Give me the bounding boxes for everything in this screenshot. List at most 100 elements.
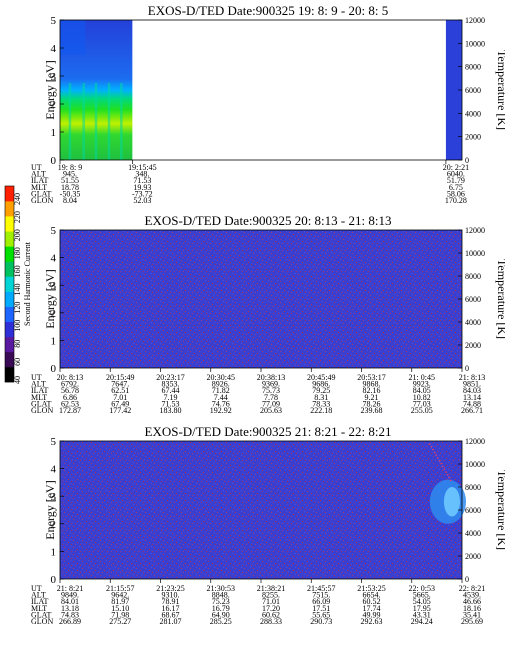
temperature-tick-label: 2000	[465, 341, 481, 350]
panel-3-spectrogram	[60, 441, 467, 579]
orbit-value: 9923.	[413, 380, 431, 389]
orbit-value: 62.51	[111, 386, 129, 395]
colorbar-cell	[5, 276, 14, 292]
orbit-value: 20:23:17	[156, 373, 184, 382]
orbit-value: 7515.	[312, 591, 330, 600]
orbit-value: 285.25	[210, 617, 232, 626]
energy-tick-label: 0	[51, 155, 57, 167]
colorbar-tick-label: 40	[13, 376, 22, 384]
colorbar-tick-label: 200	[13, 229, 22, 241]
orbit-value: 60.62	[262, 610, 280, 619]
colorbar-frame	[4, 185, 15, 383]
trace-point	[438, 460, 441, 462]
orbit-row-label: ALT	[31, 591, 46, 600]
orbit-value: 71.53	[162, 399, 180, 408]
orbit-value: 8.04	[63, 196, 77, 205]
colorbar-tick-label: 120	[13, 302, 22, 314]
orbit-value: 6.86	[63, 393, 77, 402]
orbit-value: 8848.	[212, 591, 230, 600]
intensity-patch	[443, 487, 460, 517]
intensity-stripe	[68, 83, 72, 160]
orbit-value: 75.23	[212, 597, 230, 606]
orbit-value: -50.35	[60, 189, 81, 198]
orbit-value: 84.05	[413, 386, 431, 395]
orbit-value: 62.53	[61, 399, 79, 408]
colorbar-tick-labels: 40 60 80 100 120 140 160 180 200 220 240	[13, 193, 22, 384]
orbit-value: 22: 8:21	[459, 584, 485, 593]
orbit-value: 84.03	[463, 386, 481, 395]
panel-3-title: EXOS-D/TED Date:900325 21: 8:21 - 22: 8:…	[145, 424, 392, 439]
orbit-value: 205.63	[260, 406, 282, 415]
orbit-value: 19: 8: 9	[58, 163, 82, 172]
orbit-value: 20:38:13	[257, 373, 285, 382]
trace-point	[448, 476, 450, 479]
orbit-value: 21:30:53	[207, 584, 235, 593]
orbit-value: 292.63	[361, 617, 383, 626]
colorbar-cell	[5, 306, 14, 322]
colorbar-tick-label: 60	[13, 358, 22, 366]
panel-1-spectrogram	[60, 20, 462, 160]
panel-1-temperature-label: Temperature [K]	[495, 50, 505, 130]
trace-point	[445, 471, 447, 473]
colorbar-cell	[5, 291, 14, 307]
orbit-value: 67.49	[111, 399, 129, 408]
temperature-tick-label: 0	[465, 575, 469, 584]
temperature-tick-label: 10000	[465, 249, 485, 258]
orbit-row-label: ALT	[31, 170, 46, 179]
trace-point	[435, 454, 438, 457]
panel-1-energy-ticks: 0 1 2 3 4 5	[51, 15, 64, 167]
orbit-row-label: UT	[31, 163, 42, 172]
orbit-value: 7.01	[113, 393, 127, 402]
temperature-tick-label: 2000	[465, 133, 481, 142]
energy-tick-label: 3	[51, 280, 57, 292]
energy-tick-label: 4	[51, 464, 57, 476]
orbit-row-label: ILAT	[31, 597, 48, 606]
orbit-value: 6.75	[449, 183, 463, 192]
orbit-value: 17.74	[363, 604, 381, 613]
trace-point	[449, 479, 452, 482]
orbit-row-label: GLON	[31, 617, 53, 626]
colorbar-cell	[5, 261, 14, 277]
orbit-value: 4539.	[463, 591, 481, 600]
trace-point	[437, 457, 439, 459]
orbit-value: 21: 8:21	[57, 584, 83, 593]
trace-point	[430, 446, 433, 448]
orbit-value: 9686.	[312, 380, 330, 389]
orbit-value: 9.21	[365, 393, 379, 402]
orbit-row-label: ALT	[31, 380, 46, 389]
orbit-value: 51.55	[61, 176, 79, 185]
data-segment	[60, 441, 462, 579]
orbit-value: 7647.	[111, 380, 129, 389]
panel-2-spectrogram	[60, 230, 462, 368]
orbit-value: 20: 8:13	[57, 373, 83, 382]
temperature-tick-label: 0	[465, 156, 469, 165]
orbit-row-label: MLT	[31, 393, 47, 402]
orbit-value: 5665.	[413, 591, 431, 600]
orbit-value: -73.72	[132, 189, 153, 198]
panel-3-energy-ticks: 0 1 2 3 4 5	[51, 436, 64, 586]
orbit-value: 13.14	[463, 393, 481, 402]
orbit-value: 10.82	[413, 393, 431, 402]
orbit-value: 945.	[63, 170, 77, 179]
energy-tick-label: 2	[51, 519, 57, 531]
trace-point	[441, 465, 444, 468]
data-segment	[60, 230, 462, 368]
orbit-value: 54.05	[413, 597, 431, 606]
colorbar-tick-label: 240	[13, 193, 22, 205]
temperature-tick-label: 10000	[465, 39, 485, 48]
colorbar-cell	[5, 201, 14, 217]
trace-point	[446, 474, 449, 476]
panel-3-temperature-ticks: 0 2000 4000 6000 8000 10000 12000	[458, 437, 485, 584]
orbit-value: 8.31	[314, 393, 328, 402]
orbit-value: 20:30:45	[207, 373, 235, 382]
orbit-value: 20: 2:21	[443, 163, 469, 172]
data-segment	[445, 20, 462, 160]
orbit-row-label: GLON	[31, 406, 53, 415]
energy-tick-label: 1	[51, 546, 57, 558]
orbit-value: 71.01	[262, 597, 280, 606]
orbit-value: 21: 0:45	[409, 373, 435, 382]
orbit-row-label: ILAT	[31, 176, 48, 185]
energy-tick-label: 0	[51, 574, 57, 586]
